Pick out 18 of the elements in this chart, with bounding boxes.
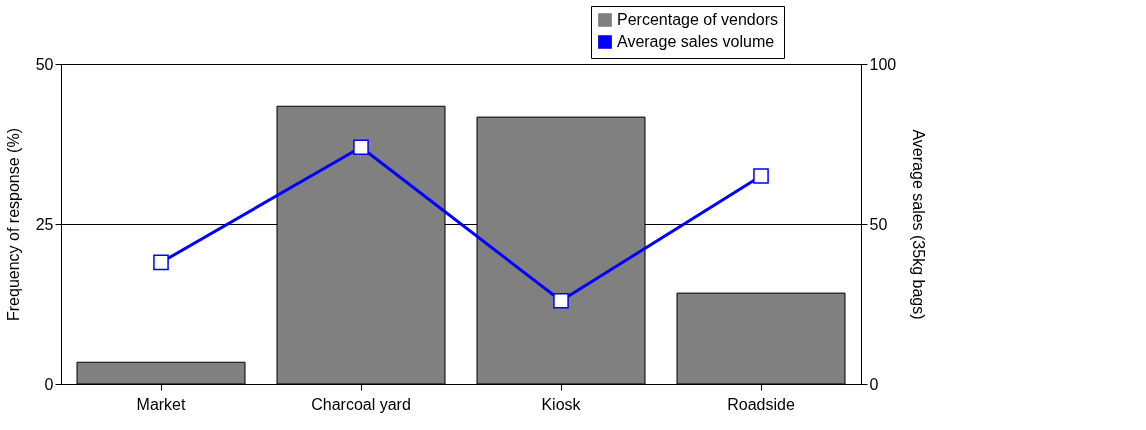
y2-tick-label: 0 — [869, 375, 879, 393]
x-tick-label: Charcoal yard — [311, 395, 411, 413]
point — [553, 292, 569, 309]
y-tick-label: 50 — [35, 55, 54, 73]
legend-label: Average sales volume — [617, 33, 775, 50]
point — [153, 254, 169, 271]
y-tick-label: 0 — [44, 375, 54, 393]
y2-axis-title: Average sales (35kg bags) — [910, 129, 928, 320]
point — [353, 139, 369, 156]
y-axis-title: Frequency of response (%) — [4, 128, 22, 321]
x-tick-label: Market — [136, 395, 186, 413]
y-tick-label: 25 — [35, 215, 54, 233]
y2-tick-label: 100 — [869, 55, 897, 73]
x-tick-label: Roadside — [727, 395, 795, 413]
legend-label: Percentage of vendors — [617, 11, 778, 28]
point — [753, 168, 769, 184]
y2-tick-label: 50 — [869, 215, 888, 233]
x-tick-label: Kiosk — [541, 395, 582, 413]
